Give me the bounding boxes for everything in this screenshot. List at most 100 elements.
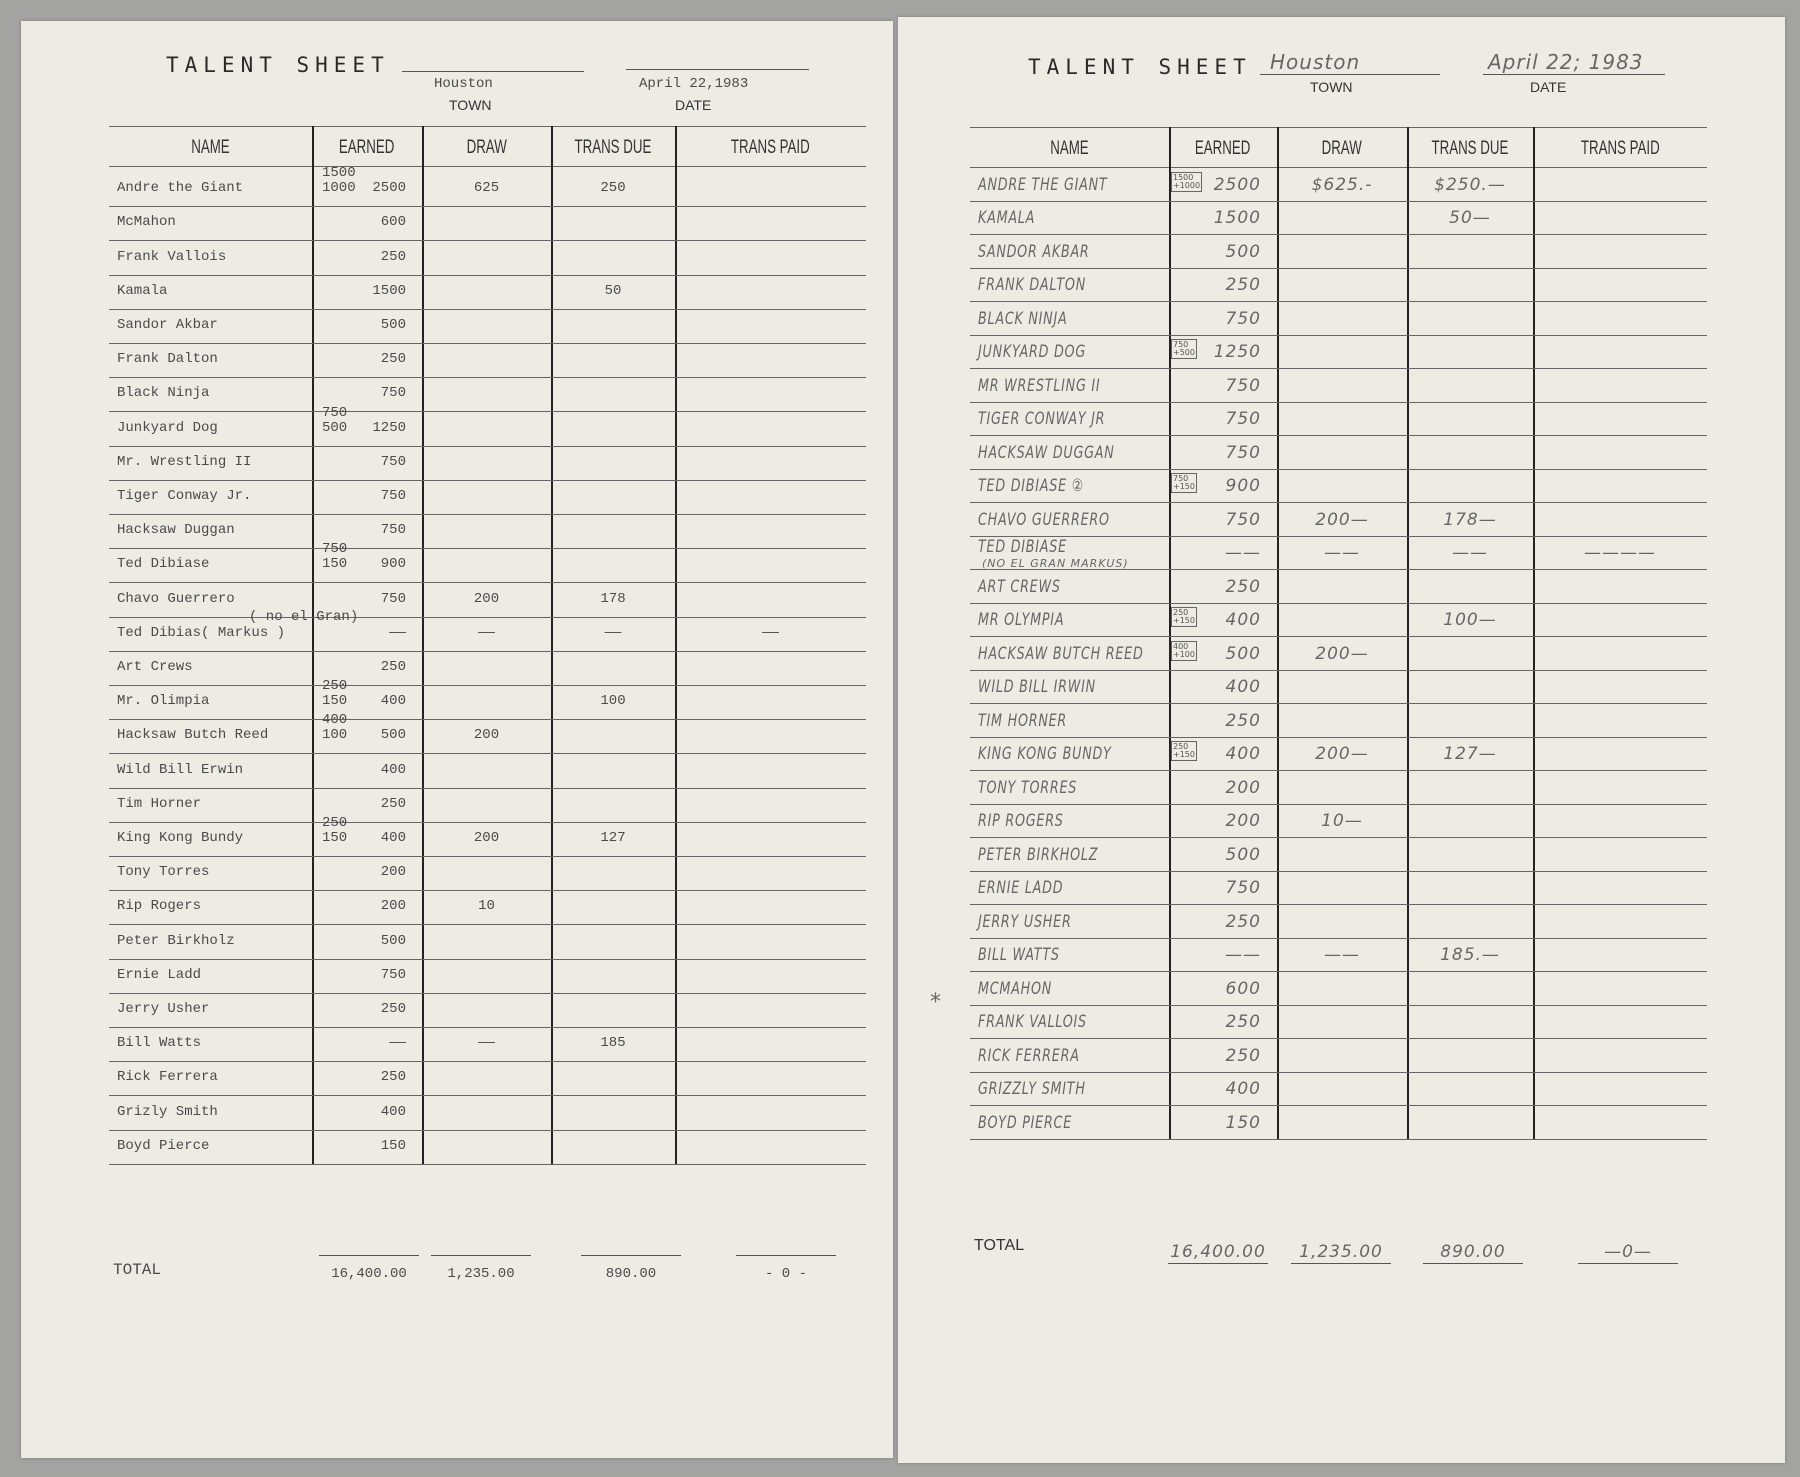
- earned-value: 750: [1225, 509, 1261, 530]
- earned-value: 1250: [1213, 342, 1261, 363]
- earned-value: 250: [380, 1000, 406, 1017]
- earned-split-box: 750 +150: [1171, 473, 1197, 494]
- town-label: TOWN: [449, 97, 492, 113]
- earned-value: 400: [1225, 744, 1261, 765]
- total-line: [1168, 1263, 1268, 1264]
- talent-name: ART CREWS: [978, 576, 1061, 597]
- trans-due-value: 100—: [1443, 610, 1497, 631]
- column-divider: [312, 126, 314, 1164]
- column-header: NAME: [109, 138, 312, 158]
- earned-value: 750: [380, 966, 406, 983]
- draw-value: ——: [1324, 543, 1360, 564]
- talent-name: TIM HORNER: [978, 710, 1068, 731]
- total-line: [736, 1255, 836, 1256]
- earned-value: 500: [380, 932, 406, 949]
- row-rule: [970, 770, 1707, 771]
- talent-name: ERNIE LADD: [978, 878, 1064, 899]
- talent-name: MCMAHON: [978, 978, 1053, 999]
- earned-value: 200: [380, 898, 406, 915]
- draw-value: $625.-: [1311, 174, 1373, 195]
- header-rule: [109, 166, 866, 167]
- earned-split-box: 400 +100: [1171, 640, 1197, 661]
- earned-split-box: 750 +500: [1171, 339, 1197, 360]
- row-rule: [109, 753, 866, 755]
- earned-value: 250: [1225, 576, 1261, 597]
- draw-value: 200: [473, 727, 500, 744]
- row-rule: [109, 992, 866, 994]
- row-rule: [970, 971, 1707, 972]
- column-header: EARNED: [1169, 139, 1277, 159]
- earned-value: 750: [1225, 878, 1261, 899]
- table-top-rule: [970, 127, 1707, 128]
- earned-value: 750: [380, 590, 406, 607]
- column-header-label: DRAW: [1321, 138, 1363, 159]
- trans-due-value: 178—: [1443, 509, 1497, 530]
- row-rule: [970, 937, 1707, 939]
- column-divider: [675, 126, 677, 1164]
- earned-value: 750: [1225, 375, 1261, 396]
- row-rule: [970, 502, 1707, 503]
- earned-value: 250: [380, 248, 406, 265]
- row-rule: [109, 548, 866, 550]
- earned-value: 1250: [372, 419, 406, 436]
- talent-name: Ernie Ladd: [117, 966, 202, 983]
- earned-split-top: 250: [322, 678, 348, 695]
- earned-split-bottom: 1000: [322, 180, 356, 197]
- earned-value: 250: [1225, 911, 1261, 932]
- trans-due-value: 127: [600, 829, 626, 846]
- talent-name: Ted Dibiase: [117, 556, 210, 573]
- talent-name: Hacksaw Butch Reed: [117, 727, 269, 744]
- column-header: DRAW: [1277, 139, 1407, 159]
- row-rule: [109, 479, 866, 481]
- earned-value: 400: [380, 761, 406, 778]
- total-label: TOTAL: [113, 1261, 162, 1279]
- earned-split-box: 250 +150: [1171, 607, 1197, 628]
- talent-name: Junkyard Dog: [117, 419, 218, 436]
- talent-name: BLACK NINJA: [978, 308, 1068, 329]
- draw-value: 200: [473, 590, 500, 607]
- talent-name: Tony Torres: [117, 864, 210, 881]
- row-rule: [970, 468, 1707, 470]
- header-rule: [970, 167, 1707, 168]
- earned-value: ——: [389, 1035, 406, 1052]
- earned-value: 250: [1225, 1012, 1261, 1033]
- earned-value: 250: [380, 658, 406, 675]
- earned-value: 400: [1225, 610, 1261, 631]
- sheet-title: TALENT SHEET: [1028, 55, 1252, 79]
- talent-name: King Kong Bundy: [117, 829, 244, 846]
- left-talent-sheet: TALENT SHEET Houston TOWN April 22,1983 …: [21, 21, 893, 1458]
- talent-name: TED DIBIASE ②: [978, 476, 1084, 497]
- draw-value: 200—: [1315, 509, 1369, 530]
- earned-split-top: 400: [1173, 641, 1189, 651]
- talent-name: Hacksaw Duggan: [117, 522, 235, 539]
- total-trans-paid: —0—: [1604, 1242, 1652, 1262]
- earned-value: 500: [380, 727, 406, 744]
- row-rule: [970, 602, 1707, 604]
- earned-split-top: 1500: [1173, 172, 1194, 182]
- column-header-label: NAME: [191, 137, 230, 158]
- earned-split-bottom: +150: [1173, 750, 1195, 760]
- talent-name: Peter Birkholz: [117, 932, 235, 949]
- name-note: (NO EL GRAN MARKUS): [982, 557, 1129, 571]
- column-divider: [551, 126, 553, 1164]
- talent-name: Mr. Wrestling II: [117, 453, 252, 470]
- talent-name: Rick Ferrera: [117, 1069, 218, 1086]
- row-rule: [109, 924, 866, 926]
- row-rule: [970, 435, 1707, 436]
- column-divider: [1533, 127, 1535, 1139]
- row-rule: [109, 719, 866, 721]
- earned-value: 150: [1225, 1112, 1261, 1133]
- talent-name: RIP ROGERS: [978, 811, 1064, 832]
- talent-name: Tim Horner: [117, 795, 202, 812]
- total-label: TOTAL: [974, 1237, 1025, 1254]
- column-divider: [1407, 127, 1409, 1139]
- earned-split-top: 1500: [322, 165, 356, 182]
- earned-value: 400: [380, 829, 406, 846]
- column-header-label: TRANS PAID: [731, 137, 810, 158]
- draw-value: ——: [478, 1035, 495, 1052]
- earned-split-bottom: 500: [322, 419, 348, 436]
- talent-name: FRANK DALTON: [978, 275, 1087, 296]
- earned-value: 900: [1225, 476, 1261, 497]
- row-rule: [109, 206, 866, 208]
- row-rule: [109, 1061, 866, 1063]
